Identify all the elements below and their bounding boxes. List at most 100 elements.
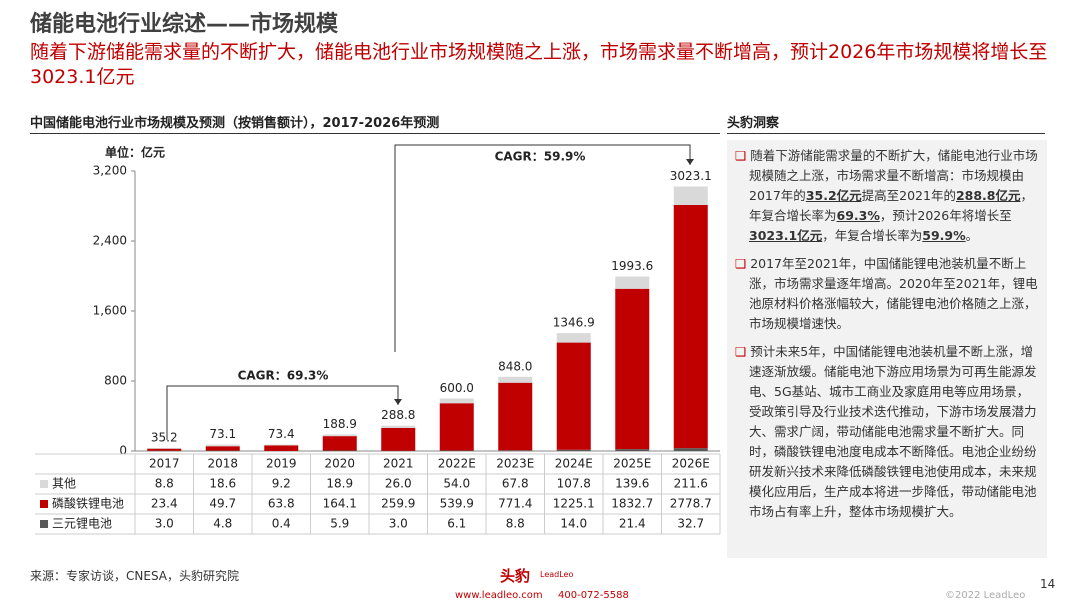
total-label: 35.2 xyxy=(151,430,178,444)
x-tick-label: 2020 xyxy=(324,457,355,471)
table-cell: 107.8 xyxy=(557,477,591,491)
insight-box: ❑ 随着下游储能需求量的不断扩大，储能电池行业市场规模随之上涨，市场需求量不断增… xyxy=(727,140,1047,558)
total-label: 73.4 xyxy=(268,427,295,441)
y-tick-label: 3,200 xyxy=(93,164,127,178)
subtitle: 随着下游储能需求量的不断扩大，储能电池行业市场规模随之上涨，市场需求量不断增高，… xyxy=(30,41,1048,88)
bar-segment xyxy=(439,398,474,404)
table-cell: 211.6 xyxy=(674,477,708,491)
bullet-text: ，预计2026年将增长至 xyxy=(879,208,1012,223)
y-tick-label: 1,600 xyxy=(93,304,127,318)
bar-segment xyxy=(322,450,357,451)
logo: 头豹 xyxy=(500,567,531,585)
bullet-text: 提高至2021年的 xyxy=(861,188,956,203)
table-cell: 26.0 xyxy=(385,477,412,491)
legend-swatch xyxy=(40,480,48,488)
insight-title: 头豹洞察 xyxy=(727,116,780,131)
bar-segment xyxy=(147,448,182,451)
bar-segment xyxy=(498,376,533,383)
cagr-label: CAGR：69.3% xyxy=(238,369,329,383)
bullet-text: 3023.1亿元 xyxy=(749,228,823,243)
phone: 400-072-5588 xyxy=(558,590,629,601)
bar-segment xyxy=(498,450,533,451)
x-tick-label: 2026E xyxy=(672,457,710,471)
table-cell: 164.1 xyxy=(323,497,357,511)
bar-segment xyxy=(205,444,240,447)
x-tick-label: 2018 xyxy=(207,457,238,471)
table-cell: 1832.7 xyxy=(611,497,653,511)
source: 来源：专家访谈，CNESA，头豹研究院 xyxy=(30,569,239,583)
y-tick-label: 2,400 xyxy=(93,234,127,248)
x-tick-label: 2023E xyxy=(496,457,534,471)
table-cell: 21.4 xyxy=(619,517,646,531)
bar-segment xyxy=(205,446,240,451)
bar-segment xyxy=(615,276,650,289)
x-tick-label: 2024E xyxy=(555,457,593,471)
table-cell: 18.9 xyxy=(326,477,353,491)
table-cell: 32.7 xyxy=(677,517,704,531)
table-cell: 6.1 xyxy=(447,517,466,531)
table-cell: 771.4 xyxy=(498,497,532,511)
bar-segment xyxy=(673,186,708,206)
rule xyxy=(30,133,720,134)
title: 储能电池行业综述——市场规模 xyxy=(30,12,339,37)
page-number: 14 xyxy=(1040,577,1056,591)
bullet-text: ，年复合增长率为 xyxy=(822,228,923,243)
legend-label: 其他 xyxy=(52,477,76,491)
table-cell: 54.0 xyxy=(443,477,470,491)
bar-segment xyxy=(264,444,299,446)
bullet: ❑ 随着下游储能需求量的不断扩大，储能电池行业市场规模随之上涨，市场需求量不断增… xyxy=(735,148,1038,243)
table-cell: 49.7 xyxy=(209,497,236,511)
table-cell: 14.0 xyxy=(560,517,587,531)
unit: 单位：亿元 xyxy=(105,145,165,160)
y-tick-label: 0 xyxy=(119,444,127,458)
legend-swatch xyxy=(40,520,48,528)
bullet-text: 。 xyxy=(965,228,979,243)
bullet: ❑ 预计未来5年，中国储能锂电池装机量不断上涨，增速逐渐放缓。储能电池下游应用场… xyxy=(735,344,1037,519)
x-tick-label: 2021 xyxy=(383,457,414,471)
table-cell: 3.0 xyxy=(155,517,174,531)
bullet-text: 随着下游储能需求量的不断扩大，储能电池行业市场规模随之上涨，市场需求量不断增高：… xyxy=(749,148,1038,203)
table-cell: 139.6 xyxy=(615,477,649,491)
cagr-label: CAGR：59.9% xyxy=(495,150,586,164)
legend-label: 三元锂电池 xyxy=(52,516,112,531)
table-cell: 5.9 xyxy=(330,517,349,531)
x-tick-label: 2017 xyxy=(149,457,180,471)
bar-segment xyxy=(381,427,416,451)
table-cell: 8.8 xyxy=(155,477,174,491)
table-cell: 539.9 xyxy=(440,497,474,511)
arrow-head xyxy=(686,159,694,165)
bar-segment xyxy=(556,333,591,343)
table-cell: 1225.1 xyxy=(553,497,595,511)
copyright: ©2022 LeadLeo xyxy=(945,590,1026,601)
table-cell: 63.8 xyxy=(268,497,295,511)
bullet: ❑ 2017年至2021年，中国储能锂电池装机量不断上涨，市场需求量逐年增高。2… xyxy=(735,256,1038,331)
table-cell: 9.2 xyxy=(272,477,291,491)
logo-en: LeadLeo xyxy=(540,570,574,579)
bullet-text: 2017年至2021年，中国储能锂电池装机量不断上涨，市场需求量逐年增高。202… xyxy=(749,256,1038,331)
cagr-arrow xyxy=(166,385,399,440)
bar-segment xyxy=(673,205,708,449)
x-tick-label: 2022E xyxy=(438,457,476,471)
bar-segment xyxy=(381,425,416,428)
table-cell: 18.6 xyxy=(209,477,236,491)
website: www.leadleo.com xyxy=(455,590,543,601)
total-label: 1993.6 xyxy=(611,259,653,273)
bullet-text: 59.9% xyxy=(922,228,966,243)
legend-label: 磷酸铁锂电池 xyxy=(52,496,124,511)
bar-segment xyxy=(147,447,182,449)
bar-segment xyxy=(439,450,474,451)
bar-segment xyxy=(615,288,650,450)
bar-segment xyxy=(439,403,474,451)
table-cell: 67.8 xyxy=(502,477,529,491)
chart-title: 中国储能电池行业市场规模及预测（按销售额计），2017-2026年预测 xyxy=(30,116,440,131)
arrow-head xyxy=(394,399,402,405)
y-tick-label: 800 xyxy=(104,374,127,388)
total-label: 188.9 xyxy=(323,417,357,431)
table-cell: 259.9 xyxy=(381,497,415,511)
bar-segment xyxy=(498,382,533,451)
table-cell: 3.0 xyxy=(389,517,408,531)
total-label: 3023.1 xyxy=(670,169,712,183)
bullet-text: 69.3% xyxy=(836,208,880,223)
total-label: 600.0 xyxy=(440,381,474,395)
